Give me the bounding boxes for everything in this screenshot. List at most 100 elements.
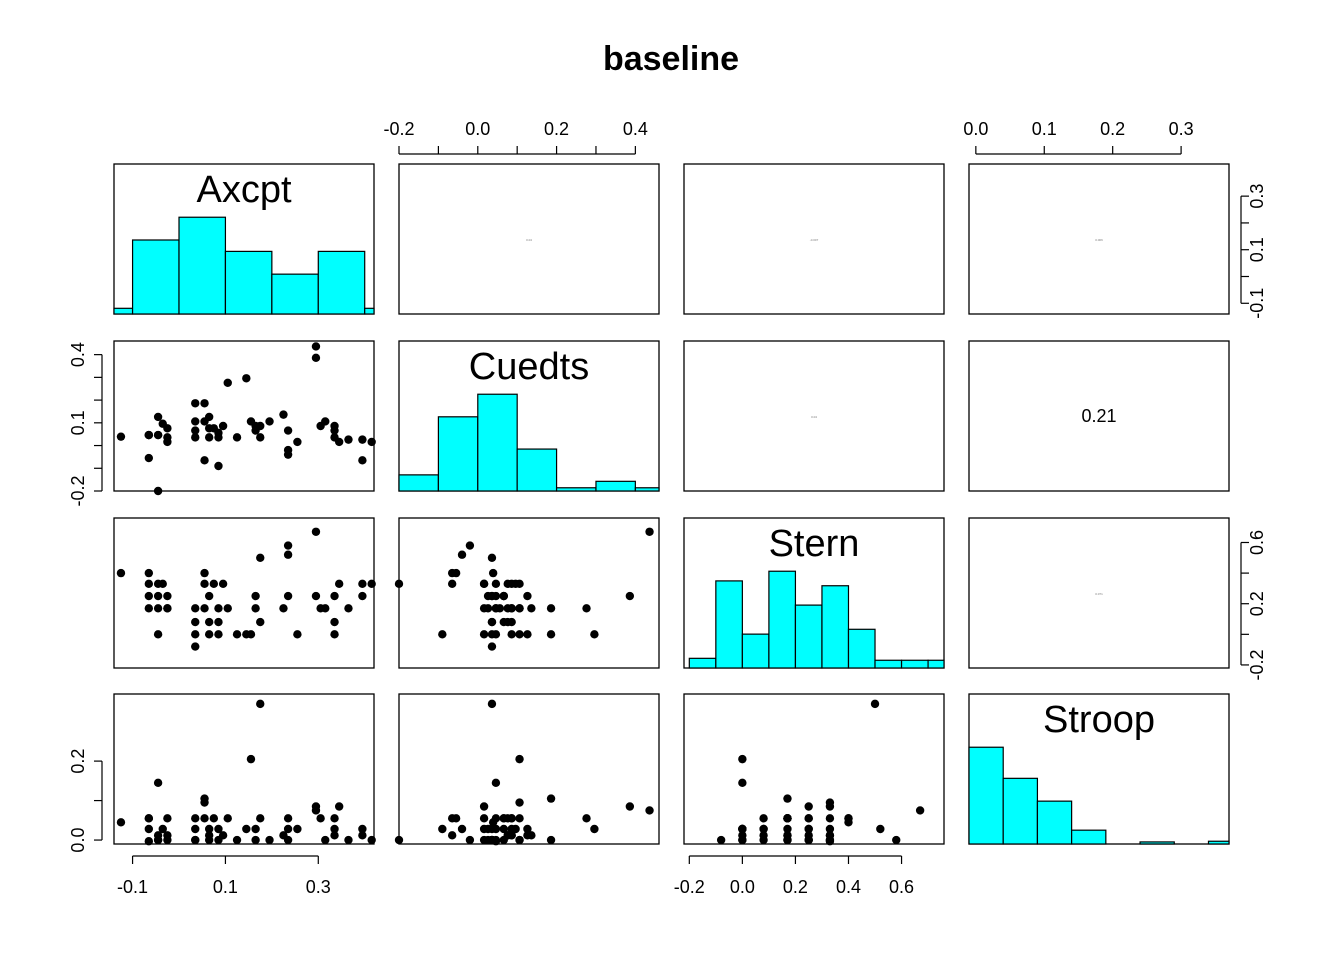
scatter-point-stroop-vs-stern	[804, 814, 813, 823]
correlation-value: 0.071	[1095, 592, 1103, 596]
scatter-point-stroop-vs-stern	[825, 814, 835, 823]
scatter-point-stroop-vs-axcpt	[321, 835, 330, 845]
scatter-point-stroop-vs-stern	[825, 835, 835, 845]
scatter-point-stern-vs-cuedts	[590, 630, 599, 639]
tick-label: 0.1	[213, 877, 238, 897]
tick-label: 0.1	[68, 410, 88, 435]
scatter-point-stern-vs-axcpt	[223, 604, 232, 613]
hist-bar-cuedts	[634, 487, 660, 492]
panel-frame-cuedts-axcpt	[113, 340, 375, 492]
hist-bar-stern	[715, 580, 743, 669]
hist-bar-stern	[794, 604, 823, 669]
panel-frame-stern-cuedts	[398, 517, 660, 669]
scatter-point-stern-vs-cuedts	[438, 630, 447, 639]
scatter-point-stroop-vs-axcpt	[316, 814, 325, 823]
scatter-point-stroop-vs-axcpt	[367, 835, 376, 845]
scatter-point-stroop-vs-axcpt	[334, 802, 344, 811]
scatter-point-stern-vs-cuedts	[523, 591, 532, 601]
scatter-point-stroop-vs-axcpt	[218, 831, 228, 840]
hist-bar-stern	[847, 628, 876, 669]
hist-bar-stroop	[968, 746, 1004, 845]
scatter-point-cuedts-vs-axcpt	[153, 430, 163, 440]
scatter-point-stern-vs-cuedts	[394, 579, 404, 589]
panel-frame-axcpt-cuedts	[398, 163, 660, 315]
y-axis-right-stern: -0.2 0.2 0.6	[1240, 530, 1267, 680]
scatter-point-cuedts-vs-axcpt	[204, 412, 214, 422]
scatter-point-stern-vs-axcpt	[204, 591, 214, 601]
scatter-point-stern-vs-axcpt	[200, 568, 209, 578]
hist-bar-axcpt	[178, 216, 227, 315]
scatter-point-stroop-vs-axcpt	[163, 814, 172, 823]
scatter-point-stern-vs-cuedts	[515, 579, 524, 589]
chart-title: baseline	[603, 40, 739, 78]
scatter-point-stern-vs-axcpt	[279, 604, 288, 613]
scatter-point-stroop-vs-axcpt	[251, 835, 260, 845]
scatter-point-stroop-vs-cuedts	[507, 814, 516, 823]
scatter-point-stroop-vs-cuedts	[523, 824, 532, 834]
tick-label: -0.1	[1247, 288, 1267, 319]
variable-label-axcpt: Axcpt	[196, 169, 291, 211]
tick-label: 0.0	[730, 877, 755, 897]
scatter-point-stern-vs-axcpt	[158, 579, 167, 589]
scatter-point-stern-vs-cuedts	[546, 630, 556, 639]
scatter-point-stern-vs-cuedts	[495, 604, 505, 613]
scatter-point-stern-vs-cuedts	[491, 579, 501, 589]
scatter-point-cuedts-vs-axcpt	[283, 450, 293, 459]
hist-bar-axcpt	[364, 307, 375, 315]
hist-bar-stroop	[1036, 800, 1073, 845]
scatter-point-cuedts-vs-axcpt	[358, 456, 367, 465]
hist-bar-axcpt	[131, 239, 180, 315]
hist-bar-stern	[900, 659, 929, 669]
scatter-point-stroop-vs-stern	[870, 699, 880, 709]
scatter-point-stern-vs-cuedts	[457, 550, 467, 559]
scatter-point-stern-vs-cuedts	[487, 630, 497, 639]
scatter-point-stroop-vs-cuedts	[645, 806, 654, 815]
scatter-point-stern-vs-cuedts	[487, 642, 497, 651]
scatter-point-stroop-vs-axcpt	[256, 814, 265, 823]
scatter-point-stern-vs-cuedts	[507, 617, 516, 627]
scatter-point-stern-vs-axcpt	[283, 591, 293, 601]
hist-bar-stern	[768, 570, 797, 669]
scatter-point-stroop-vs-axcpt	[153, 778, 163, 788]
scatter-point-stroop-vs-axcpt	[330, 831, 339, 840]
scatter-point-stroop-vs-stern	[716, 835, 726, 845]
scatter-point-stroop-vs-stern	[783, 814, 792, 823]
hist-bar-cuedts	[477, 393, 518, 492]
scatter-point-stroop-vs-stern	[804, 835, 813, 845]
scatter-point-stroop-vs-cuedts	[491, 814, 501, 823]
scatter-point-stern-vs-cuedts	[447, 579, 457, 589]
scatter-point-cuedts-vs-axcpt	[163, 424, 172, 433]
hist-bar-axcpt	[317, 250, 366, 315]
scatter-point-cuedts-vs-axcpt	[311, 353, 321, 363]
tick-label: -0.2	[1247, 649, 1267, 680]
scatter-point-stern-vs-cuedts	[479, 630, 489, 639]
scatter-point-stroop-vs-stern	[783, 835, 792, 845]
hist-bar-stern	[927, 659, 945, 669]
scatter-point-cuedts-vs-axcpt	[256, 421, 265, 431]
tick-label: 0.6	[889, 877, 914, 897]
y-axis-right-axcpt: -0.1 0.1 0.3	[1240, 184, 1267, 319]
scatter-point-cuedts-vs-axcpt	[200, 399, 209, 408]
scatter-point-stern-vs-axcpt	[293, 630, 302, 639]
tick-label: 0.0	[68, 828, 88, 853]
scatter-point-stern-vs-cuedts	[487, 553, 497, 562]
scatter-point-stern-vs-cuedts	[507, 604, 516, 613]
scatter-point-cuedts-vs-axcpt	[191, 417, 200, 426]
hist-bar-stern	[741, 633, 770, 669]
tick-label: 0.4	[836, 877, 861, 897]
scatter-point-stern-vs-cuedts	[499, 591, 508, 601]
scatter-point-stern-vs-cuedts	[645, 527, 654, 536]
scatter-point-stern-vs-axcpt	[191, 604, 200, 613]
scatter-point-stroop-vs-cuedts	[527, 831, 536, 840]
x-axis-stern: -0.2 0.0 0.2 0.4 0.6	[674, 855, 914, 897]
scatter-point-stroop-vs-axcpt	[223, 814, 232, 823]
panel-frame-stroop-cuedts	[398, 693, 660, 845]
panel-frame-cuedts-stern	[683, 340, 945, 492]
scatter-point-cuedts-vs-axcpt	[153, 412, 163, 422]
panel-frame-axcpt-stroop	[968, 163, 1230, 315]
hist-bar-cuedts	[595, 480, 636, 492]
scatter-point-stroop-vs-stern	[825, 802, 835, 811]
scatter-point-stern-vs-axcpt	[153, 630, 163, 639]
scatter-point-stroop-vs-axcpt	[200, 794, 209, 803]
scatter-point-stroop-vs-axcpt	[191, 814, 200, 823]
